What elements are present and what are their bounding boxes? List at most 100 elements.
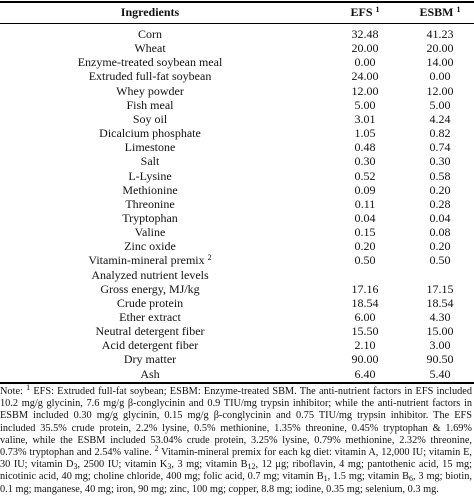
efs-cell: 90.00 [352,352,379,366]
esbm-cell: 0.82 [430,126,451,140]
esbm-cell: 0.58 [430,169,451,183]
efs-cell: 15.50 [352,324,379,338]
row-label: Analyzed nutrient levels [91,268,208,282]
efs-cell: 20.00 [352,41,379,55]
row-label-text: Zinc oxide [124,239,176,254]
efs-value: 0.00 [354,55,376,70]
efs-cell: 5.00 [355,98,376,112]
efs-cell: 17.16 [352,282,379,296]
footnote-mark: 1 [375,5,380,14]
efs-cell: 0.00 [355,55,376,69]
efs-value: 12.00 [351,83,379,98]
esbm-value: 0.28 [429,196,451,211]
esbm-cell: 0.08 [430,225,451,239]
row-label: Corn [138,27,162,41]
row-label-text: Whey powder [116,83,184,98]
row-label-text: L-Lysine [128,168,172,183]
esbm-cell: 17.15 [427,282,454,296]
row-label-text: Ether extract [119,310,181,324]
esbm-value: 0.04 [429,210,451,225]
efs-value: 0.20 [354,239,376,254]
esbm-cell: 20.00 [427,41,454,55]
row-label: Valine [135,225,166,239]
efs-cell: 18.54 [352,296,379,310]
header-text: Ingredients [120,5,180,19]
esbm-cell: 0.28 [430,197,451,211]
efs-value: 6.40 [354,366,376,381]
esbm-value: 0.50 [429,253,451,268]
efs-cell: 1.05 [355,126,376,140]
efs-cell: 3.01 [355,112,376,126]
esbm-cell: 4.24 [430,112,451,126]
row-label: Vitamin-mineral premix 2 [88,253,211,267]
column-header: ESBM 1 [419,5,460,19]
efs-value: 18.54 [351,295,379,310]
note-text: , 1.5 mg; vitamin B [327,471,409,483]
esbm-value: 0.30 [429,154,451,169]
row-label: Soy oil [133,112,167,126]
esbm-value: 5.40 [429,366,451,381]
efs-cell: 0.20 [355,239,376,253]
efs-cell: 0.52 [355,169,376,183]
row-label: Enzyme-treated soybean meal [78,55,223,69]
esbm-value: 0.20 [429,239,451,254]
row-label: Whey powder [116,84,184,98]
top-rule [0,1,474,3]
header-text: EFS [350,5,373,19]
esbm-value: 15.00 [426,324,454,339]
efs-cell: 12.00 [352,84,379,98]
esbm-value: 0.20 [429,182,451,197]
row-label: Neutral detergent fiber [95,324,204,338]
row-label: Limestone [125,140,176,154]
esbm-cell: 18.54 [427,296,454,310]
efs-value: 15.50 [351,324,379,339]
note-text: 2 [154,444,159,454]
row-label-text: Corn [138,27,162,41]
efs-value: 90.00 [351,352,379,367]
efs-cell: 0.50 [355,253,376,267]
esbm-value: 90.50 [426,352,454,367]
esbm-cell: 90.50 [427,352,454,366]
efs-cell: 0.30 [355,154,376,168]
efs-cell: 0.48 [355,140,376,154]
row-label: Wheat [134,41,165,55]
esbm-cell: 5.00 [430,98,451,112]
esbm-cell: 12.00 [427,84,454,98]
esbm-cell: 5.40 [430,367,451,381]
row-label: L-Lysine [128,169,171,183]
efs-value: 3.01 [354,111,376,126]
efs-value: 1.05 [354,126,376,141]
row-label: Ether extract [119,310,181,324]
row-label-text: Tryptophan [122,210,178,225]
efs-value: 6.00 [354,310,376,324]
esbm-cell: 0.20 [430,239,451,253]
esbm-cell: 3.00 [430,338,451,352]
efs-value: 0.15 [354,225,376,240]
esbm-value: 12.00 [426,83,454,98]
row-label-text: Neutral detergent fiber [95,324,205,339]
efs-value: 24.00 [351,69,379,84]
column-header: Ingredients [121,5,179,19]
efs-cell: 6.40 [355,367,376,381]
esbm-value: 0.82 [429,126,451,141]
esbm-value: 0.58 [429,168,451,183]
efs-value: 0.11 [354,196,376,211]
esbm-value: 0.74 [429,140,451,155]
row-label-text: Salt [140,154,160,169]
row-label-text: Valine [134,225,166,240]
esbm-value: 18.54 [426,295,454,310]
efs-cell: 0.15 [355,225,376,239]
row-label-text: Dry matter [123,352,177,367]
row-label-text: Fish meal [126,97,174,112]
header-text: ESBM [419,5,454,19]
table-note: Note: 1 EFS: Extruded full-fat soybean; … [0,384,472,496]
esbm-value: 20.00 [426,41,454,56]
efs-cell: 0.04 [355,211,376,225]
row-label-text: Enzyme-treated soybean meal [77,55,223,70]
esbm-value: 17.15 [426,281,454,296]
esbm-cell: 0.00 [430,69,451,83]
efs-cell: 0.09 [355,183,376,197]
efs-value: 20.00 [351,41,379,56]
row-label: Ash [140,367,159,381]
